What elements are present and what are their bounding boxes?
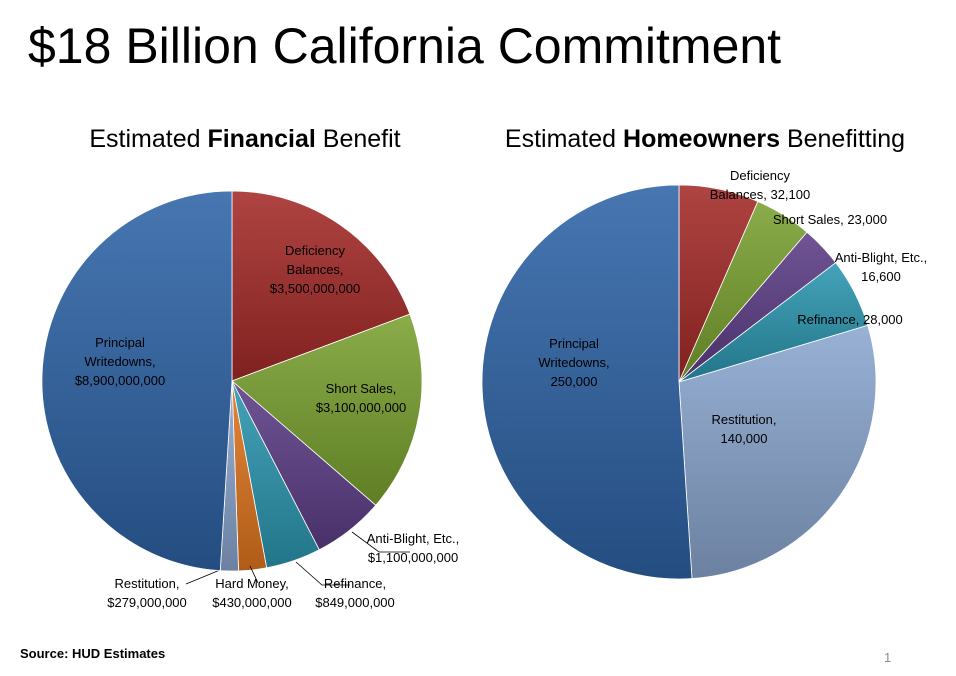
financial-leader-hard-money <box>249 565 259 584</box>
financial-label-short-sales: Short Sales, $3,100,000,000 <box>316 381 406 415</box>
financial-slice-short-sales <box>231 313 423 506</box>
homeowners-label-restitution: Restitution, 140,000 <box>711 412 776 446</box>
financial-slice-deficiency-balances <box>231 190 411 382</box>
page-number: 1 <box>884 650 892 665</box>
financial-label-deficiency-balances: Deficiency Balances, $3,500,000,000 <box>270 243 360 296</box>
homeowners-slice-restitution <box>678 324 877 579</box>
homeowners-label-short-sales: Short Sales, 23,000 <box>773 212 887 227</box>
homeowners-slice-principal-writedowns <box>481 184 693 580</box>
financial-label-anti-blight-etc: Anti-Blight, Etc., $1,100,000,000 <box>367 531 459 565</box>
financial-slice-principal-writedowns <box>41 190 233 572</box>
homeowners-label-refinance: Refinance, 28,000 <box>797 312 903 327</box>
homeowners-label-anti-blight-etc: Anti-Blight, Etc., 16,600 <box>835 250 927 284</box>
homeowners-chart-title: Estimated Homeowners Benefitting <box>460 122 950 156</box>
slide-title: $18 Billion California Commitment <box>28 18 782 74</box>
financial-leader-anti-blight-etc <box>351 531 410 553</box>
homeowners-title-pre: Estimated <box>504 125 624 153</box>
financial-pie: Deficiency Balances, $3,500,000,000 Short S… <box>41 190 459 610</box>
homeowners-title-post: Benefitting <box>780 125 906 153</box>
financial-label-hard-money: Hard Money, $430,000,000 <box>212 576 292 610</box>
homeowners-pie: Deficiency Balances, 32,100 Short Sales, 2… <box>481 168 927 580</box>
financial-title-post: Benefit <box>315 125 401 153</box>
financial-title-pre: Estimated <box>89 125 208 153</box>
financial-chart-title: Estimated Financial Benefit <box>40 122 450 156</box>
homeowners-label-principal-writedowns: Principal Writedowns, 250,000 <box>538 336 609 389</box>
source-note: Source: HUD Estimates <box>20 646 166 661</box>
financial-leader-restitution <box>185 569 221 585</box>
homeowners-label-deficiency-balances: Deficiency Balances, 32,100 <box>710 168 810 202</box>
financial-title-bold: Financial <box>207 125 316 153</box>
financial-label-principal-writedowns: Principal Writedowns, $8,900,000,000 <box>75 335 165 388</box>
homeowners-title-bold: Homeowners <box>623 125 780 153</box>
financial-label-refinance: Refinance, $849,000,000 <box>315 576 395 610</box>
financial-label-restitution: Restitution, $279,000,000 <box>107 576 187 610</box>
financial-leader-refinance <box>295 561 350 586</box>
